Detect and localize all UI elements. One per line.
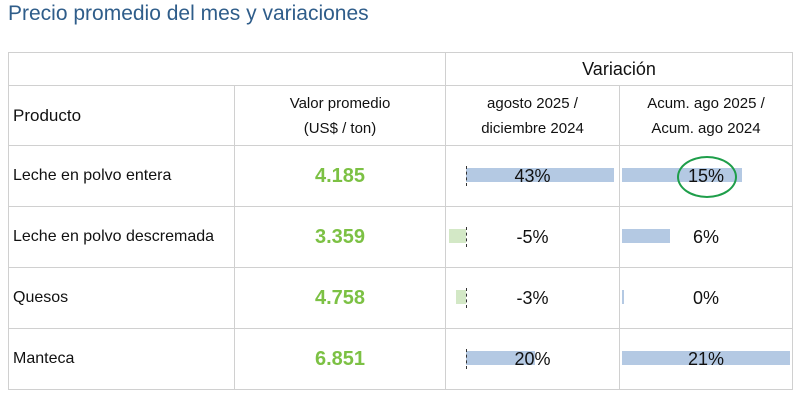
var1-bar — [455, 290, 466, 304]
producto-cell: Leche en polvo entera — [8, 145, 235, 207]
var1-cell: 43% — [445, 145, 620, 207]
header-row: Producto Valor promedio (US$ / ton) agos… — [8, 85, 793, 146]
producto-cell: Quesos — [8, 267, 235, 329]
header-empty-cell — [8, 52, 446, 86]
producto-header: Producto — [8, 85, 235, 146]
table-row: Leche en polvo descremada 3.359 -5% 6% — [8, 206, 793, 268]
valor-header: Valor promedio (US$ / ton) — [234, 85, 446, 146]
var2-cell: 21% — [619, 328, 793, 390]
producto-cell: Leche en polvo descremada — [8, 206, 235, 268]
var1-header-line2: diciembre 2024 — [481, 119, 584, 137]
producto-cell: Manteca — [8, 328, 235, 390]
var2-cell: 15% — [619, 145, 793, 207]
valor-cell: 4.185 — [234, 145, 446, 207]
valor-cell: 6.851 — [234, 328, 446, 390]
var1-cell: -3% — [445, 267, 620, 329]
price-variation-table: Variación Producto Valor promedio (US$ /… — [8, 52, 793, 390]
valor-header-line1: Valor promedio — [289, 94, 391, 112]
table-row: Quesos 4.758 -3% 0% — [8, 267, 793, 329]
var2-header-line1: Acum. ago 2025 / — [647, 94, 765, 112]
valor-cell: 4.758 — [234, 267, 446, 329]
var2-cell: 6% — [619, 206, 793, 268]
var2-bar — [622, 229, 670, 243]
page-title: Precio promedio del mes y variaciones — [8, 2, 369, 25]
var1-value: 20% — [514, 349, 551, 369]
var1-axis — [466, 166, 467, 186]
var2-cell: 0% — [619, 267, 793, 329]
var2-header: Acum. ago 2025 / Acum. ago 2024 — [619, 85, 793, 146]
valor-cell: 3.359 — [234, 206, 446, 268]
var2-header-line2: Acum. ago 2024 — [651, 119, 761, 137]
var1-bar — [466, 168, 615, 182]
var2-value: 6% — [692, 227, 719, 247]
var2-bar — [622, 290, 624, 304]
table-row: Leche en polvo entera 4.185 43% 15% — [8, 145, 793, 207]
var1-cell: 20% — [445, 328, 620, 390]
var1-axis — [466, 227, 467, 247]
var2-bar — [622, 351, 790, 365]
table-row: Manteca 6.851 20% 21% — [8, 328, 793, 390]
var1-axis — [466, 349, 467, 369]
var1-bar — [466, 351, 535, 365]
header-row-top: Variación — [8, 52, 793, 86]
var1-header: agosto 2025 / diciembre 2024 — [445, 85, 620, 146]
var2-value: 21% — [687, 349, 725, 369]
var1-value: 43% — [514, 166, 551, 186]
variacion-header: Variación — [445, 52, 793, 86]
var1-cell: -5% — [445, 206, 620, 268]
var1-value: -5% — [516, 227, 549, 247]
var1-bar — [448, 229, 466, 243]
highlight-circle — [677, 156, 737, 198]
var1-value: -3% — [516, 288, 549, 308]
var2-value: 0% — [692, 288, 719, 308]
valor-header-line2: (US$ / ton) — [303, 119, 377, 137]
var1-header-line1: agosto 2025 / — [487, 94, 578, 112]
var1-axis — [466, 288, 467, 308]
